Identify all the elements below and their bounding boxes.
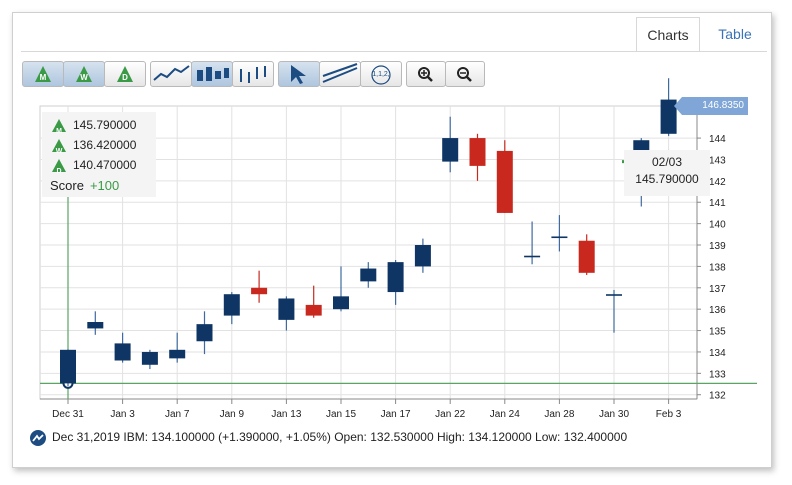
x-axis: Dec 31 Jan 3 Jan 7 Jan 9 Jan 13 Jan 15 Jan 17 J… [40, 398, 697, 420]
y-tick-label: 138 [709, 262, 726, 273]
last-price-tag: 146.8350 [674, 97, 748, 115]
x-tick-label: Jan 7 [165, 409, 190, 420]
trendline-tool-button[interactable] [319, 61, 361, 87]
y-tick-label: 143 [709, 155, 726, 166]
candle-body [442, 138, 459, 162]
legend-row-weekly: W 136.420000 [52, 136, 137, 155]
x-tick-label: Jan 30 [599, 409, 629, 420]
score: Score +100 [50, 178, 120, 193]
candles [60, 78, 677, 387]
candle-body [606, 294, 622, 296]
daily-signal-icon: D [117, 66, 133, 82]
candle-body [660, 99, 677, 134]
legend-row-monthly: M 145.790000 [52, 116, 137, 135]
tab-table[interactable]: Table [718, 26, 752, 42]
zoom-in-button[interactable] [406, 61, 446, 87]
period-weekly-button[interactable]: W [63, 61, 105, 87]
x-tick-label: Dec 31 [52, 409, 84, 420]
y-tick-label: 141 [709, 198, 726, 209]
candle-body [251, 287, 268, 295]
x-tick-label: Jan 3 [110, 409, 135, 420]
trendline-icon [322, 63, 358, 83]
monthly-signal-icon: M [35, 66, 51, 82]
y-tick-label: 142 [709, 177, 726, 188]
y-tick-label: 134 [709, 348, 726, 359]
candle-body [496, 150, 513, 213]
candle-body [578, 240, 595, 273]
candle-body [169, 349, 186, 359]
y-tick-label: 137 [709, 284, 726, 295]
zoom-out-icon [457, 67, 472, 82]
candle-body [333, 296, 349, 310]
line-chart-icon [153, 65, 190, 81]
candle-body [387, 262, 404, 293]
x-tick-label: Jan 13 [271, 409, 301, 420]
price-tooltip: 02/03 145.790000 [624, 150, 710, 196]
tooltip-value: 145.790000 [635, 172, 699, 186]
y-tick-label: 139 [709, 241, 726, 252]
svg-text:W: W [80, 73, 88, 82]
weekly-signal-icon: W [52, 139, 66, 155]
zoom-in-icon [418, 67, 433, 82]
y-tick-label: 133 [709, 369, 726, 380]
pointer-tool-button[interactable] [278, 61, 320, 87]
candle-body [87, 322, 104, 329]
tab-charts[interactable]: Charts [636, 17, 700, 52]
ohlc-bars-icon [240, 66, 266, 83]
candle-body [114, 343, 131, 361]
y-axis: 132 133 134 135 136 137 138 139 140 141 142 143 144 [696, 106, 726, 402]
tab-divider [21, 51, 767, 52]
y-tick-label: 135 [709, 327, 726, 338]
y-tick-label: 132 [709, 391, 726, 402]
svg-text:M: M [40, 73, 47, 82]
x-tick-label: Jan 17 [381, 409, 411, 420]
monthly-signal-icon: M [52, 119, 66, 135]
daily-signal-icon: D [52, 159, 66, 175]
candlestick-icon [197, 67, 229, 81]
candle-body [60, 349, 76, 384]
candle-body [551, 236, 568, 239]
x-tick-label: Jan 22 [435, 409, 465, 420]
legend-value: 136.420000 [73, 138, 137, 152]
quote-summary-text: Dec 31,2019 IBM: 134.100000 (+1.390000, … [52, 430, 628, 444]
x-tick-label: Feb 3 [656, 409, 682, 420]
x-tick-label: Jan 9 [220, 409, 245, 420]
candle-body [196, 324, 213, 342]
x-tick-label: Jan 28 [544, 409, 574, 420]
chart-line-icon [30, 429, 46, 446]
y-tick-label: 136 [709, 305, 726, 316]
quote-summary: Dec 31,2019 IBM: 134.100000 (+1.390000, … [30, 428, 627, 446]
legend-row-daily: D 140.470000 [52, 156, 137, 175]
legend-value: 145.790000 [73, 118, 137, 132]
period-monthly-button[interactable]: M [22, 61, 64, 87]
cursor-arrow-icon [291, 65, 306, 84]
legend-value: 140.470000 [73, 158, 137, 172]
svg-text:D: D [122, 73, 128, 82]
score-value: +100 [89, 178, 120, 193]
weekly-signal-icon: W [76, 66, 92, 82]
line-chart-button[interactable] [150, 61, 192, 87]
ohlc-chart-button[interactable] [232, 61, 274, 87]
fibonacci-spiral-icon: 1,1,2, [371, 65, 391, 85]
x-tick-label: Jan 15 [326, 409, 356, 420]
period-daily-button[interactable]: D [104, 61, 146, 87]
candle-body [414, 245, 431, 267]
y-tick-label: 140 [709, 220, 726, 231]
candle-body [278, 298, 295, 320]
candle-body [305, 304, 322, 316]
candle-body [223, 294, 240, 316]
fibonacci-tool-button[interactable]: 1,1,2, [360, 61, 402, 87]
tooltip-date: 02/03 [651, 155, 683, 169]
candle-body [360, 268, 377, 282]
zoom-out-button[interactable] [445, 61, 485, 87]
x-tick-label: Jan 24 [490, 409, 520, 420]
svg-text:1,1,2,: 1,1,2, [372, 71, 390, 78]
candle-body [469, 138, 486, 166]
y-tick-label: 144 [709, 134, 726, 145]
signal-legend: M 145.790000 W 136.420000 D 140.470000 Scor… [42, 112, 156, 197]
candle-body [524, 255, 541, 258]
candle-body [141, 351, 158, 365]
